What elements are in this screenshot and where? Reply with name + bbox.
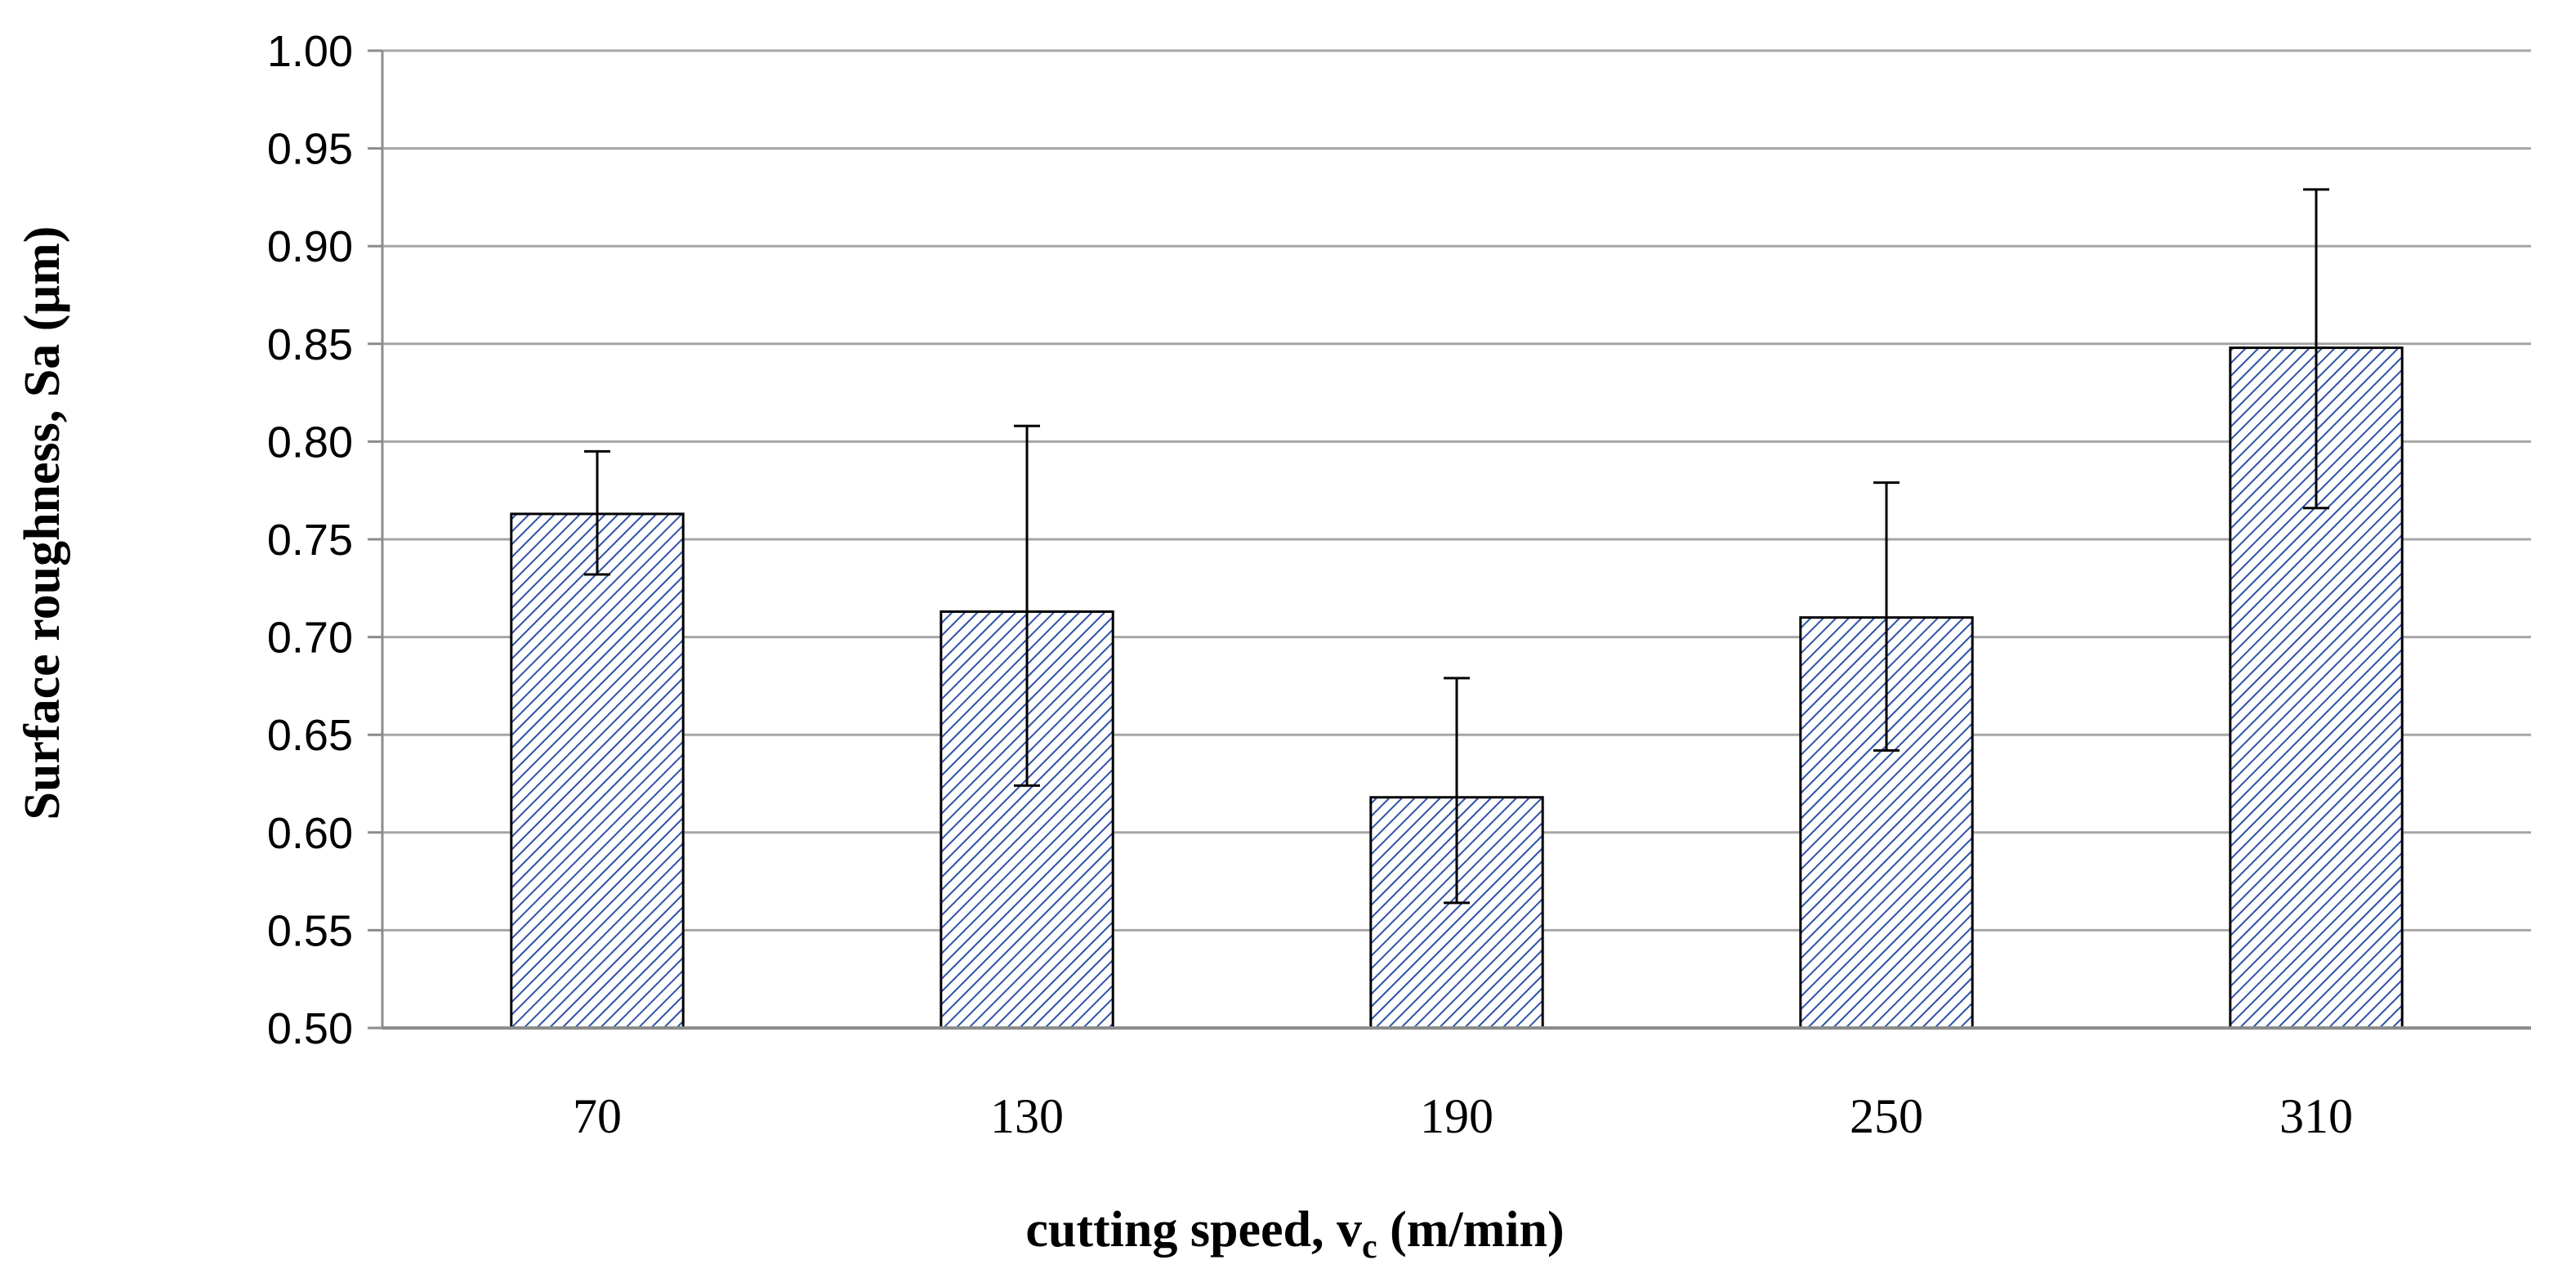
y-tick-label: 0.50 [267, 1004, 353, 1053]
axes [368, 49, 2531, 1030]
error-bar-250 [1873, 481, 1900, 752]
error-bar-190 [1444, 677, 1470, 905]
bar-70 [510, 512, 685, 1030]
x-axis-title: cutting speed, vc (m/min) [1025, 1202, 1564, 1266]
y-tick-label: 0.80 [267, 418, 353, 467]
y-axis-title: Surface roughness, Sa (µm) [15, 226, 70, 820]
x-axis-title-subscript: c [1362, 1228, 1377, 1266]
y-tick-label: 0.65 [267, 711, 353, 760]
x-tick-label-310: 310 [2279, 1089, 2353, 1143]
x-tick-labels: 70 130 190 250 310 [573, 1089, 2353, 1143]
y-tick-label: 0.90 [267, 222, 353, 271]
error-bar-310 [2303, 188, 2329, 510]
y-tick-labels: 0.50 0.55 0.60 0.65 0.70 0.75 0.80 0.85 0.90 0.95… [267, 27, 353, 1053]
y-tick-label: 0.55 [267, 906, 353, 955]
x-tick-label-190: 190 [1420, 1089, 1493, 1143]
y-tick-label: 0.85 [267, 320, 353, 369]
y-tick-label: 0.70 [267, 614, 353, 663]
x-tick-label-70: 70 [573, 1089, 622, 1143]
y-tick-label: 0.75 [267, 516, 353, 565]
x-axis-title-unit: (m/min) [1377, 1202, 1565, 1258]
y-tick-label: 0.60 [267, 809, 353, 858]
x-tick-label-250: 250 [1850, 1089, 1923, 1143]
y-tick-label: 1.00 [267, 27, 353, 76]
y-tick-label: 0.95 [267, 125, 353, 174]
error-bar-130 [1014, 424, 1040, 787]
error-bars [584, 188, 2329, 905]
x-axis-title-main: cutting speed, v [1025, 1202, 1362, 1258]
gridlines [382, 49, 2531, 932]
error-bar-70 [584, 449, 610, 576]
x-tick-label-130: 130 [990, 1089, 1064, 1143]
